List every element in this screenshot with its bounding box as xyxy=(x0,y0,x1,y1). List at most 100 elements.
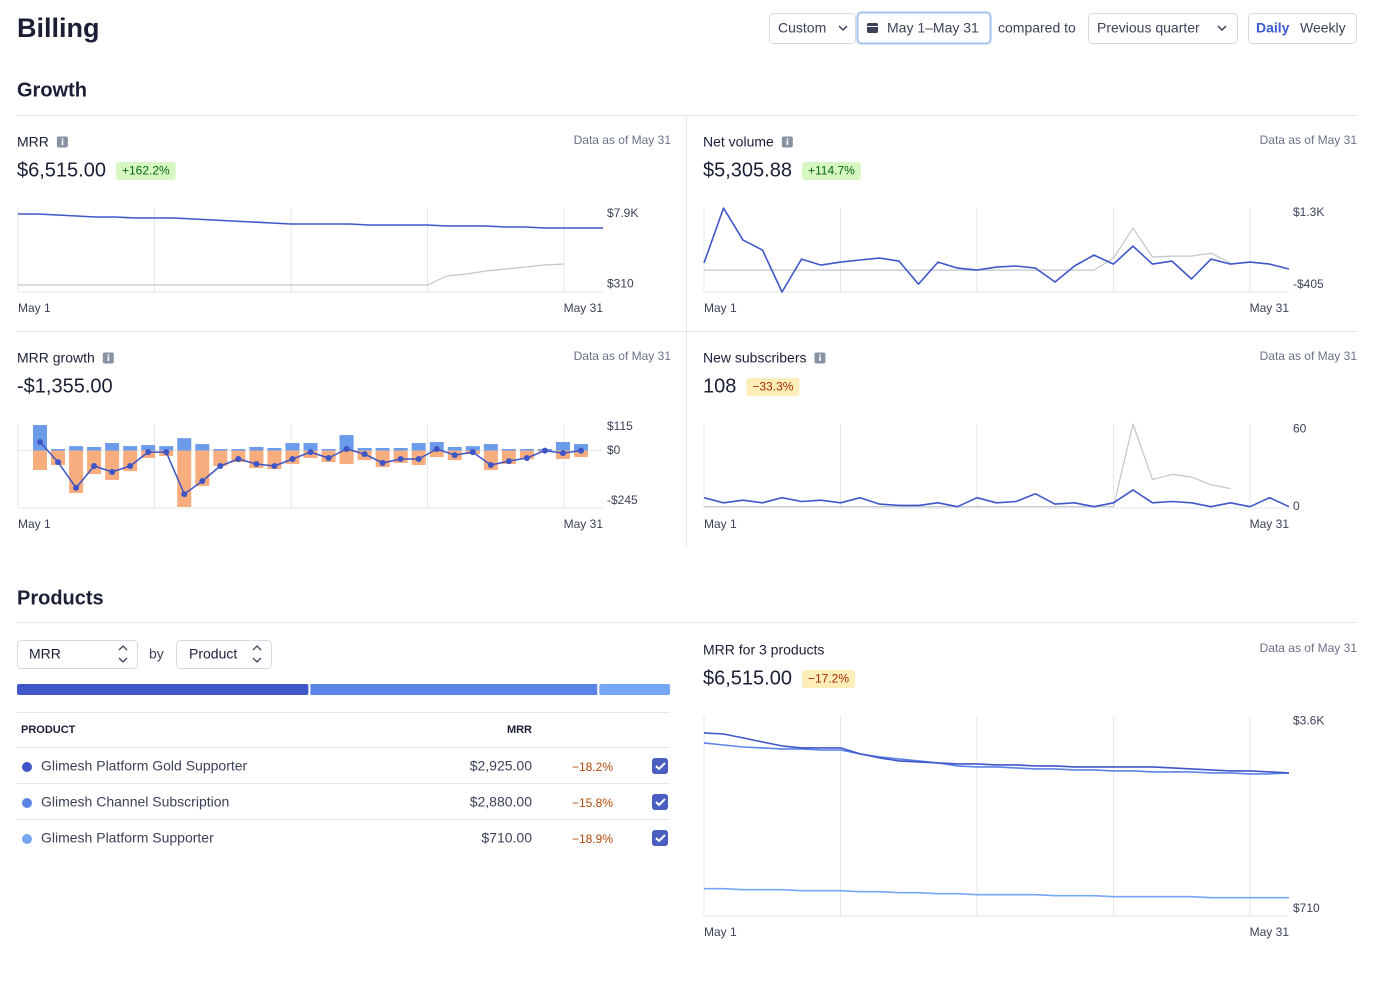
bar xyxy=(213,450,228,466)
checkbox[interactable] xyxy=(652,794,668,810)
y-tick-label: -$405 xyxy=(1293,277,1324,291)
range-mode: Custom xyxy=(778,20,826,36)
net-dot xyxy=(289,456,296,463)
change: +162.2% xyxy=(122,164,170,178)
comparison: Previous quarter xyxy=(1097,20,1200,36)
group: Product xyxy=(189,646,237,662)
select-arrows xyxy=(252,645,262,663)
line xyxy=(704,423,1231,508)
as-of: Data as of May 31 xyxy=(1260,641,1358,655)
range-mode-select[interactable] xyxy=(769,13,856,44)
checkbox[interactable] xyxy=(652,830,668,846)
net-dot xyxy=(415,456,422,463)
y-tick-label: $1.3K xyxy=(1293,205,1324,219)
bar xyxy=(465,446,480,451)
y-tick-label: 60 xyxy=(1293,421,1307,435)
net-dot xyxy=(523,455,530,462)
change-badge xyxy=(746,378,800,396)
net-dot xyxy=(397,456,404,463)
metric-select[interactable] xyxy=(17,640,138,669)
checkmark xyxy=(655,798,666,807)
metric-value: $6,515.00 xyxy=(703,667,792,689)
comparison-select[interactable] xyxy=(1088,13,1238,44)
line xyxy=(704,227,1231,271)
bar xyxy=(555,442,570,451)
net-dot xyxy=(343,445,350,452)
checkbox[interactable] xyxy=(652,758,668,774)
as-of: Data as of May 31 xyxy=(574,349,672,363)
net-dot xyxy=(559,450,566,457)
share-segment xyxy=(17,684,309,695)
net-dot xyxy=(163,449,170,456)
change: +114.7% xyxy=(808,164,855,178)
bar xyxy=(177,450,192,507)
bar xyxy=(429,450,444,457)
metric-label: MRR for 3 products xyxy=(703,642,824,658)
metric-label: New subscribers xyxy=(703,350,806,366)
bar xyxy=(501,448,516,451)
as-of: Data as of May 31 xyxy=(1260,133,1358,147)
y-tick-label: $310 xyxy=(607,277,634,291)
net-dot xyxy=(217,463,224,469)
line xyxy=(703,742,1290,775)
y-tick-label: 0 xyxy=(1293,499,1300,513)
net-dot xyxy=(271,463,278,469)
product-change: −18.9% xyxy=(572,832,613,846)
bar xyxy=(123,450,138,472)
bar xyxy=(69,446,84,451)
bar xyxy=(339,450,354,464)
line xyxy=(18,263,565,286)
net-dot xyxy=(181,491,188,498)
interval-weekly[interactable]: Weekly xyxy=(1300,20,1346,36)
legend-dot xyxy=(22,798,32,808)
interval-toggle[interactable] xyxy=(1248,13,1357,44)
bar xyxy=(285,443,300,451)
bar xyxy=(159,446,174,451)
net-dot xyxy=(469,449,476,456)
checkmark xyxy=(655,762,666,771)
info-icon-glyph xyxy=(786,138,789,140)
page-title: Billing xyxy=(17,13,100,43)
interval-daily[interactable]: Daily xyxy=(1256,20,1290,36)
y-tick-label: $0 xyxy=(607,443,621,457)
net-dot xyxy=(325,455,332,462)
legend-dot xyxy=(22,762,32,772)
select-arrows xyxy=(118,645,128,663)
bar xyxy=(303,443,318,451)
x-tick-label: May 1 xyxy=(18,517,51,531)
bar xyxy=(87,450,102,474)
column-header: PRODUCT xyxy=(21,724,76,736)
bar xyxy=(177,438,192,451)
net-dot xyxy=(127,463,134,469)
info-icon-glyph xyxy=(107,356,110,361)
bar xyxy=(51,450,66,465)
date-range-button[interactable] xyxy=(856,11,992,45)
bar xyxy=(357,447,372,451)
metric-value: 108 xyxy=(703,375,736,397)
metric-label: Net volume xyxy=(703,134,774,150)
line xyxy=(703,207,1290,293)
x-tick-label: May 1 xyxy=(704,301,737,315)
metric: MRR xyxy=(29,646,61,662)
bar xyxy=(141,445,156,451)
product-mrr: $710.00 xyxy=(481,830,532,846)
y-tick-label: $7.9K xyxy=(607,206,638,220)
calendar-icon-line xyxy=(867,26,878,27)
x-tick-label: May 1 xyxy=(704,925,737,939)
net-dot xyxy=(505,458,512,465)
product-mrr: $2,880.00 xyxy=(470,794,532,810)
bar xyxy=(447,446,462,451)
group-select[interactable] xyxy=(176,640,272,669)
net-dot xyxy=(578,447,584,454)
y-tick-label: -$245 xyxy=(607,493,638,507)
bar xyxy=(339,435,354,451)
bar xyxy=(483,450,498,471)
checkmark xyxy=(655,834,666,843)
bar xyxy=(105,443,120,451)
net-dot xyxy=(235,456,242,463)
net-dot xyxy=(73,484,80,491)
bar xyxy=(105,450,120,480)
info-icon-glyph xyxy=(61,138,64,140)
x-tick-label: May 31 xyxy=(1250,517,1290,531)
